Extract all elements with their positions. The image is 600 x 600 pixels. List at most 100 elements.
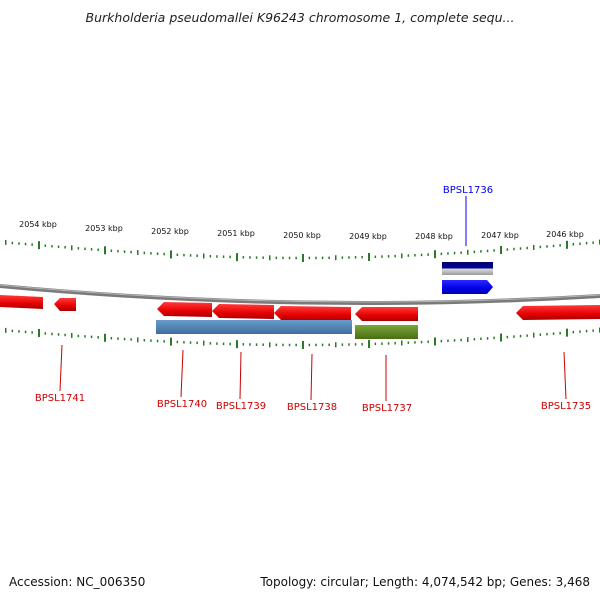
tick-mark [104, 246, 106, 255]
gene-label[interactable]: BPSL1740 [157, 399, 207, 410]
tick-mark [348, 256, 350, 259]
tick-mark [533, 332, 535, 338]
tick-mark [64, 333, 66, 337]
tick-mark [104, 333, 106, 342]
tick-mark [24, 242, 27, 246]
scale-labels: 2054 kbp 2053 kbp 2052 kbp 2051 kbp 2050… [19, 220, 584, 241]
tick-mark [500, 333, 502, 342]
tick-mark [506, 248, 509, 251]
tick-marks-inner [5, 327, 600, 349]
tick-mark [71, 245, 73, 251]
tick-mark [592, 329, 594, 332]
tick-mark [414, 253, 416, 257]
tick-mark [302, 253, 304, 262]
tick-mark [110, 249, 113, 253]
tick-mark [288, 256, 291, 260]
tick-mark [176, 340, 179, 344]
tick-mark [170, 337, 172, 346]
tick-mark [203, 340, 205, 346]
tick-mark [486, 249, 489, 253]
feature-track-steelblue[interactable] [156, 320, 352, 334]
tick-mark [189, 254, 192, 257]
tick-mark [229, 342, 231, 346]
tick-mark [137, 250, 139, 256]
gene-label[interactable]: BPSL1739 [216, 401, 266, 412]
tick-mark [315, 256, 317, 260]
gene-arrow-bpsl1735[interactable] [516, 305, 600, 320]
scale-label: 2053 kbp [85, 224, 123, 233]
tick-mark [440, 252, 443, 256]
tick-mark [361, 255, 363, 259]
gene-track-bpsl1736[interactable] [442, 262, 493, 275]
tick-mark [341, 256, 344, 259]
tick-mark [11, 241, 14, 245]
tick-mark [90, 248, 93, 251]
gene-arrow-bpsl1739[interactable] [212, 304, 274, 319]
gene-label[interactable]: BPSL1737 [362, 403, 412, 414]
gene-label[interactable]: BPSL1736 [443, 185, 493, 196]
tick-mark [57, 245, 60, 249]
tick-mark [407, 254, 410, 257]
label-leaders [59, 196, 567, 401]
chromosome-backbone [0, 284, 600, 306]
tick-mark [348, 343, 350, 346]
gene-arrow-bpsl1736[interactable] [442, 280, 493, 294]
tick-mark [381, 255, 383, 258]
gene-arrow-bpsl1738[interactable] [274, 306, 351, 321]
tick-mark [84, 247, 86, 251]
gene-arrow-bpsl1741[interactable] [54, 298, 76, 311]
tick-mark [242, 256, 245, 259]
scale-label: 2051 kbp [217, 229, 255, 238]
gene-arrow-bpsl1741-partial[interactable] [0, 295, 43, 309]
tick-mark [216, 255, 218, 258]
tick-mark [368, 252, 370, 261]
gene-arrow-bpsl1740[interactable] [157, 302, 212, 317]
tick-mark [434, 250, 436, 259]
tick-mark [302, 340, 304, 349]
tick-mark [559, 331, 561, 335]
tick-mark [222, 255, 225, 258]
tick-mark [493, 249, 495, 252]
tick-mark [255, 343, 258, 346]
tick-mark [18, 242, 20, 245]
tick-mark [77, 247, 80, 250]
gene-label[interactable]: BPSL1741 [35, 393, 85, 404]
tick-mark [427, 340, 429, 344]
tick-mark [321, 256, 324, 260]
tick-mark [97, 248, 99, 252]
tick-mark [295, 343, 297, 347]
tick-mark [368, 340, 370, 349]
tick-mark [11, 329, 14, 333]
tick-mark [275, 256, 278, 260]
tick-mark [566, 328, 568, 337]
tick-mark [209, 342, 212, 345]
tick-mark [453, 339, 456, 342]
gene-labels: BPSL1741 BPSL1740 BPSL1739 BPSL1738 BPSL… [35, 185, 591, 414]
tick-mark [394, 254, 396, 258]
gene-features[interactable] [0, 262, 600, 339]
gene-label[interactable]: BPSL1738 [287, 402, 337, 413]
tick-mark [249, 343, 251, 346]
feature-track-olive[interactable] [355, 325, 418, 339]
tick-mark [381, 342, 383, 345]
tick-mark [559, 244, 561, 247]
tick-mark [500, 246, 502, 254]
tick-mark [335, 342, 337, 348]
tick-mark [44, 332, 47, 335]
tick-mark [249, 256, 251, 259]
tick-mark [321, 343, 324, 347]
tick-mark [44, 244, 47, 247]
tick-mark [288, 343, 291, 347]
scale-label: 2048 kbp [415, 232, 453, 241]
accession-text: Accession: NC_006350 [9, 575, 146, 589]
tick-mark [579, 330, 581, 333]
tick-mark [420, 253, 423, 257]
tick-mark [341, 343, 344, 346]
tick-mark [275, 343, 278, 347]
tick-mark [269, 255, 271, 261]
tick-mark [97, 336, 99, 339]
gene-label[interactable]: BPSL1735 [541, 401, 591, 412]
tick-mark [183, 341, 185, 344]
gene-arrow-bpsl1737[interactable] [355, 307, 418, 321]
